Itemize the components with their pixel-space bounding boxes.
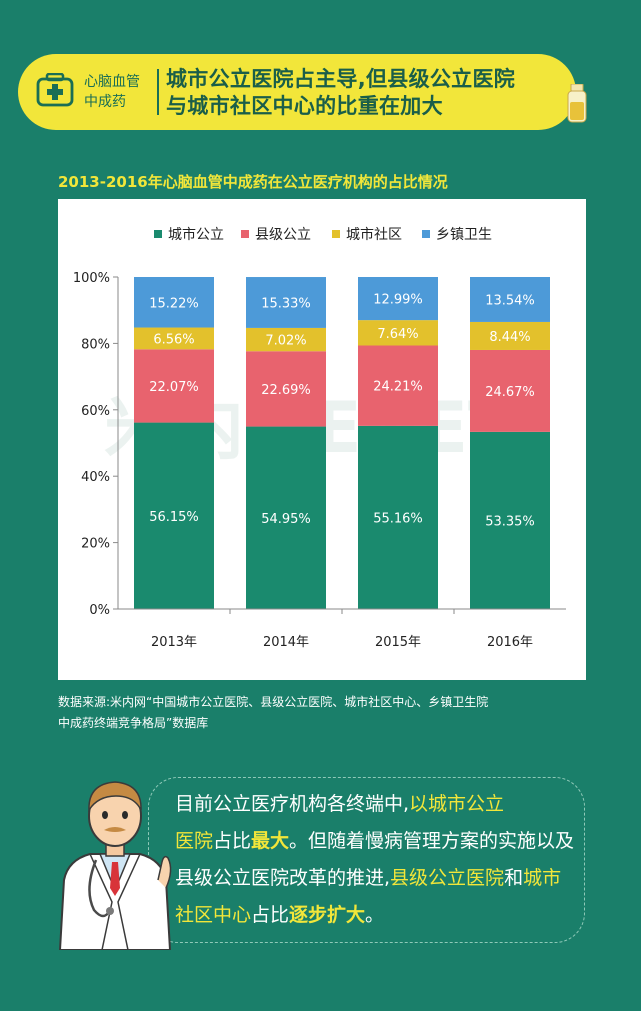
y-tick-label: 40% — [81, 470, 110, 485]
legend-swatch — [241, 230, 249, 238]
bar-segment — [246, 327, 326, 352]
bar-segment — [470, 349, 550, 432]
y-tick-label: 60% — [81, 404, 110, 419]
medical-kit-icon — [36, 73, 74, 107]
x-tick-label: 2016年 — [487, 635, 533, 650]
bar-segment — [246, 426, 326, 609]
data-label: 7.64% — [377, 327, 418, 342]
bar-segment — [134, 349, 214, 423]
legend-label: 城市社区 — [346, 226, 402, 243]
legend-label: 城市公立 — [168, 226, 224, 243]
chart-title: 2013-2016年心脑血管中成药在公立医疗机构的占比情况 — [58, 173, 448, 191]
data-label: 13.54% — [485, 293, 535, 308]
legend-swatch — [422, 230, 430, 238]
bar-segment — [470, 431, 550, 609]
bar-segment — [358, 320, 438, 346]
comment-text: 目前公立医疗机构各终端中,以城市公立 医院占比最大。但随着慢病管理方案的实施以及… — [175, 793, 575, 926]
x-tick-label: 2014年 — [263, 635, 309, 650]
legend-swatch — [154, 230, 162, 238]
data-label: 15.22% — [149, 296, 199, 311]
data-label: 6.56% — [153, 332, 194, 347]
banner-divider — [157, 69, 159, 115]
data-label: 55.16% — [373, 511, 423, 526]
data-label: 56.15% — [149, 510, 199, 525]
y-tick-label: 100% — [73, 271, 110, 286]
data-label: 54.95% — [261, 512, 311, 527]
data-label: 8.44% — [489, 330, 530, 345]
legend-label: 县级公立 — [255, 227, 311, 243]
data-label: 12.99% — [373, 293, 423, 308]
bar-segment — [358, 345, 438, 426]
bar-segment — [470, 277, 550, 322]
bar-segment — [470, 321, 550, 350]
data-source-note: 数据来源:米内网“中国城市公立医院、县级公立医院、城市社区中心、乡镇卫生院 中成… — [58, 695, 489, 730]
header-banner — [18, 54, 576, 130]
data-label: 24.21% — [373, 380, 423, 395]
data-label: 15.33% — [261, 296, 311, 311]
y-tick-label: 0% — [89, 603, 110, 618]
bar-segment — [358, 277, 438, 321]
bar-segment — [246, 277, 326, 328]
page-title: 城市公立医院占主导,但县级公立医院 与城市社区中心的比重在加大 — [166, 67, 516, 118]
bar-segment — [134, 422, 214, 609]
chart-legend: 城市公立 县级公立 城市社区 乡镇卫生 — [154, 226, 492, 243]
bar-segment — [134, 277, 214, 328]
legend-label: 乡镇卫生 — [436, 227, 492, 243]
data-label: 7.02% — [265, 334, 306, 349]
medicine-bottle-icon — [567, 84, 587, 123]
y-tick-label: 80% — [81, 337, 110, 352]
bar-segment — [134, 327, 214, 350]
category-label: 心脑血管 中成药 — [84, 74, 140, 110]
doctor-illustration — [58, 781, 172, 950]
data-label: 22.07% — [149, 380, 199, 395]
y-tick-label: 20% — [81, 537, 110, 552]
bar-segment — [246, 351, 326, 427]
x-tick-label: 2015年 — [375, 635, 421, 650]
data-label: 53.35% — [485, 514, 535, 529]
legend-swatch — [332, 230, 340, 238]
bar-segment — [358, 425, 438, 609]
x-tick-label: 2013年 — [151, 635, 197, 650]
data-label: 22.69% — [261, 383, 311, 398]
data-label: 24.67% — [485, 385, 535, 400]
